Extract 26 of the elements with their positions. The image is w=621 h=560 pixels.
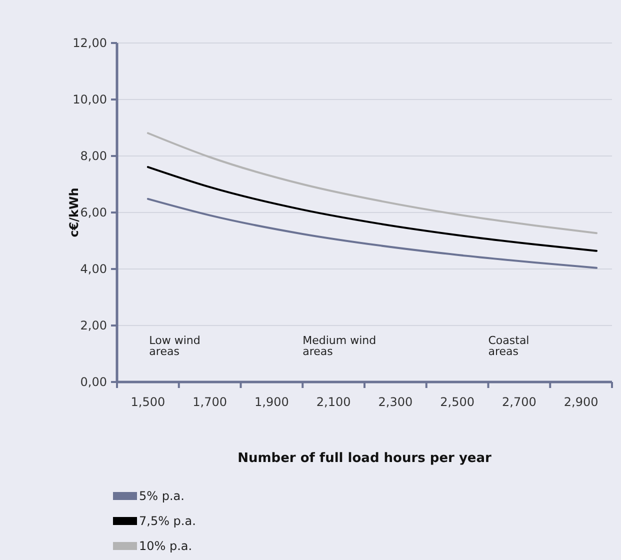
- x-axis-title: Number of full load hours per year: [238, 451, 492, 466]
- x-tick-label: 2,100: [316, 395, 351, 409]
- x-tick-label: 2,500: [440, 395, 474, 409]
- annotation: Coastal areas: [488, 334, 530, 358]
- legend-label: 7,5% p.a.: [139, 514, 196, 528]
- y-tick-label: 4,00: [80, 262, 107, 276]
- y-tick-label: 6,00: [80, 206, 107, 220]
- y-tick-label: 8,00: [80, 149, 107, 164]
- x-tick-label: 2,900: [564, 395, 598, 409]
- x-tick-label: 2,300: [378, 395, 413, 409]
- y-tick-label: 2,00: [80, 318, 107, 333]
- y-axis-title: c€/kWh: [67, 188, 81, 238]
- y-tick-label: 0,00: [80, 375, 107, 390]
- annotation: Low wind areas: [149, 334, 200, 358]
- legend-label: 10% p.a.: [139, 539, 192, 554]
- line-series: [146, 166, 598, 252]
- x-tick-label: 1,500: [130, 395, 166, 409]
- y-tick-label: 10,00: [72, 92, 107, 107]
- annotation: Medium wind areas: [302, 334, 376, 358]
- x-tick-label: 1,900: [254, 395, 289, 409]
- line-series: [146, 198, 598, 269]
- x-tick-label: 1,700: [192, 395, 227, 409]
- line-series: [146, 132, 598, 234]
- y-tick-label: 12,00: [72, 36, 107, 50]
- legend-label: 5% p.a.: [139, 489, 184, 504]
- x-tick-label: 2,700: [502, 395, 536, 409]
